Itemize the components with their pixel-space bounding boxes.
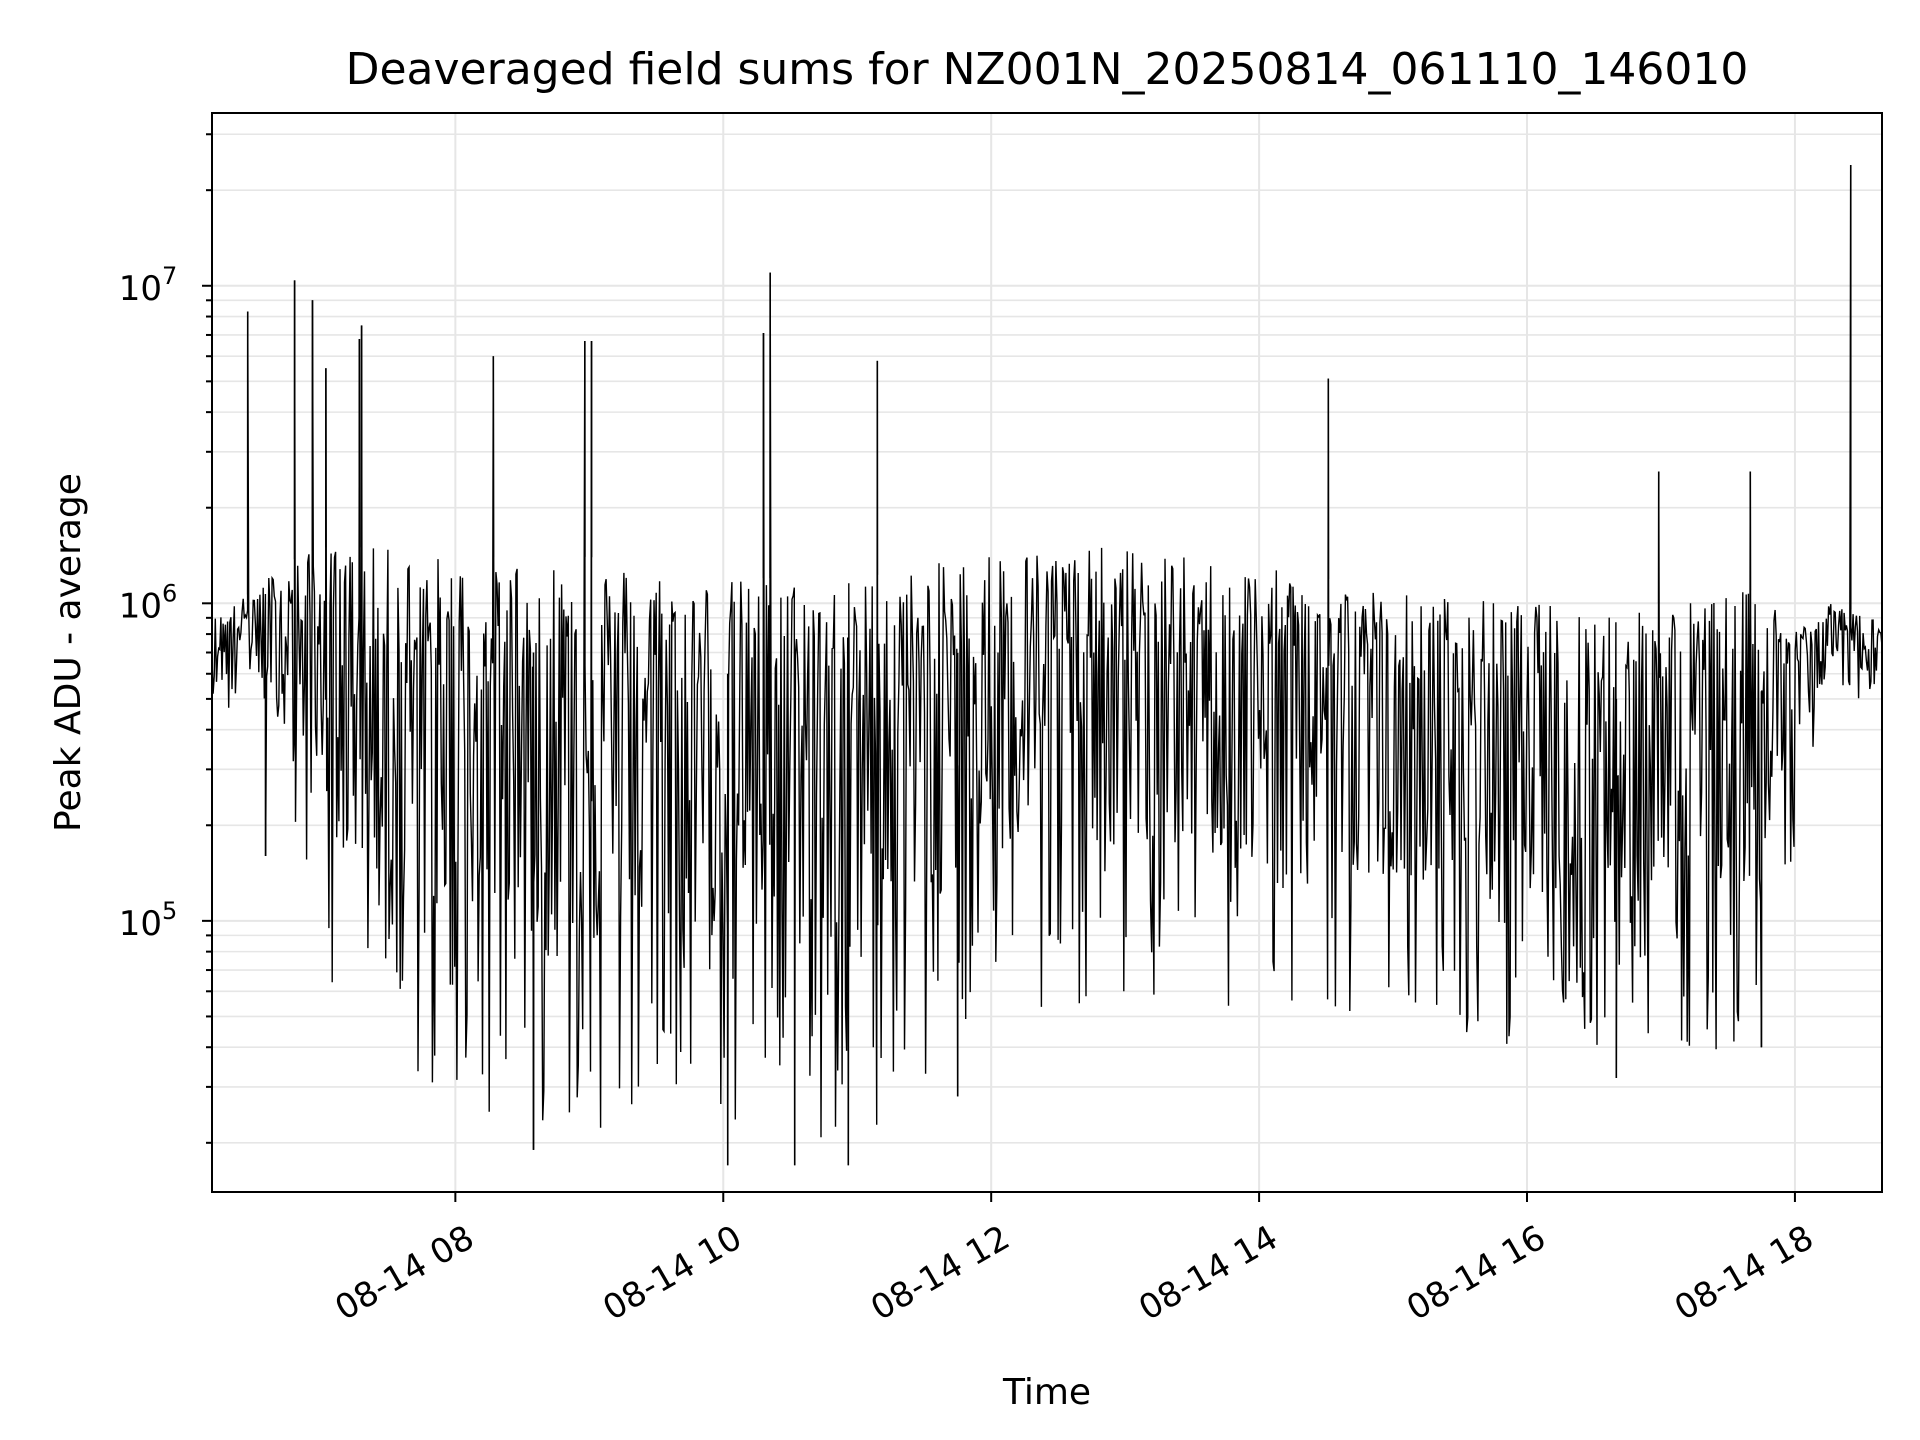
y-tick-label: 106 xyxy=(119,579,178,626)
chart-title: Deaveraged field sums for NZ001N_2025081… xyxy=(346,44,1749,95)
data-layer xyxy=(211,164,1883,1166)
y-axis-label: Peak ADU - average xyxy=(48,473,89,832)
y-tick-label: 107 xyxy=(119,262,178,309)
series-line xyxy=(211,164,1883,1166)
x-axis-label: Time xyxy=(1002,1372,1091,1413)
y-tick-label: 105 xyxy=(119,897,178,944)
